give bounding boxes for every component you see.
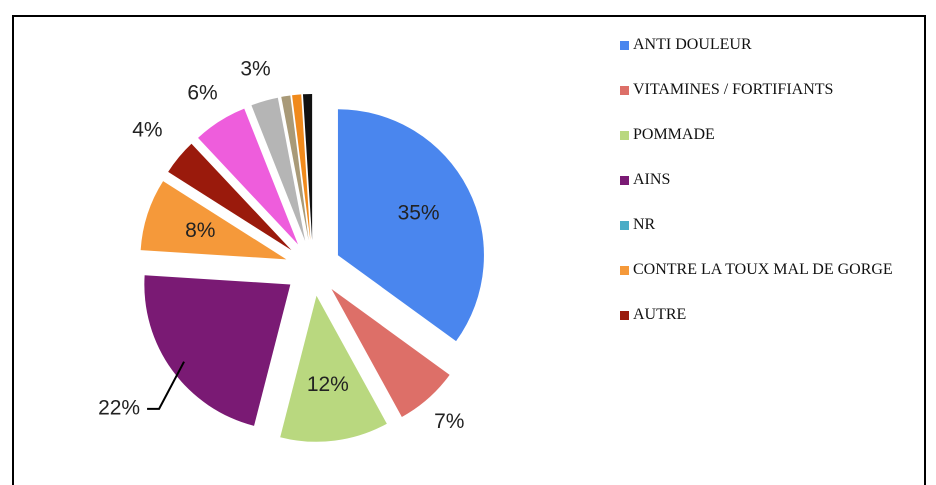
slice [168,143,292,251]
leader-line [147,361,185,410]
legend-swatch [620,41,629,50]
data-label: 6% [187,82,217,105]
legend-swatch [620,86,629,95]
slice [302,94,313,241]
data-label: 3% [240,58,270,81]
data-label: 7% [434,410,464,433]
legend-label: VITAMINES / FORTIFIANTS [633,81,834,98]
frame [12,15,926,485]
legend-label: POMMADE [633,126,715,143]
legend-label: AINS [633,171,671,188]
data-label: 35% [398,202,440,225]
data-label: 4% [132,119,162,142]
slice [292,94,311,241]
slice [251,97,306,242]
legend-item: ANTI DOULEUR [620,36,910,81]
slice [198,108,298,245]
legend-label: ANTI DOULEUR [633,36,752,53]
legend-item: NR [620,216,910,261]
slice [281,95,309,241]
data-label: 22% [98,396,140,419]
slice [331,289,450,417]
legend-item: AINS [620,171,910,216]
data-label: 12% [307,373,349,396]
slice [139,257,286,267]
legend-swatch [620,311,629,320]
legend-item: CONTRE LA TOUX MAL DE GORGE [620,261,910,306]
data-label: 8% [185,219,215,242]
slice [280,295,387,442]
legend-swatch [620,221,629,230]
legend-label: CONTRE LA TOUX MAL DE GORGE [633,261,893,278]
legend-swatch [620,131,629,140]
slice [140,181,287,260]
legend-item: VITAMINES / FORTIFIANTS [620,81,910,126]
legend-label: NR [633,216,656,233]
slice [337,109,484,342]
legend-item: AUTRE [620,306,910,351]
slice [144,275,291,426]
legend-swatch [620,176,629,185]
legend-swatch [620,266,629,275]
legend: ANTI DOULEUR VITAMINES / FORTIFIANTS POMMA… [620,36,910,351]
legend-item: POMMADE [620,126,910,171]
pie: 35% 7% 12% 22% 8% 4% 6% 3% [98,58,484,442]
legend-label: AUTRE [633,306,687,323]
